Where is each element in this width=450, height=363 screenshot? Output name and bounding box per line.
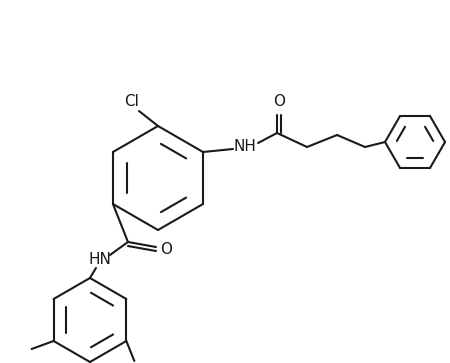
Text: O: O [160,241,172,257]
Text: Cl: Cl [125,94,140,110]
Text: HN: HN [89,253,112,268]
Text: NH: NH [234,139,256,155]
Text: O: O [273,94,285,110]
